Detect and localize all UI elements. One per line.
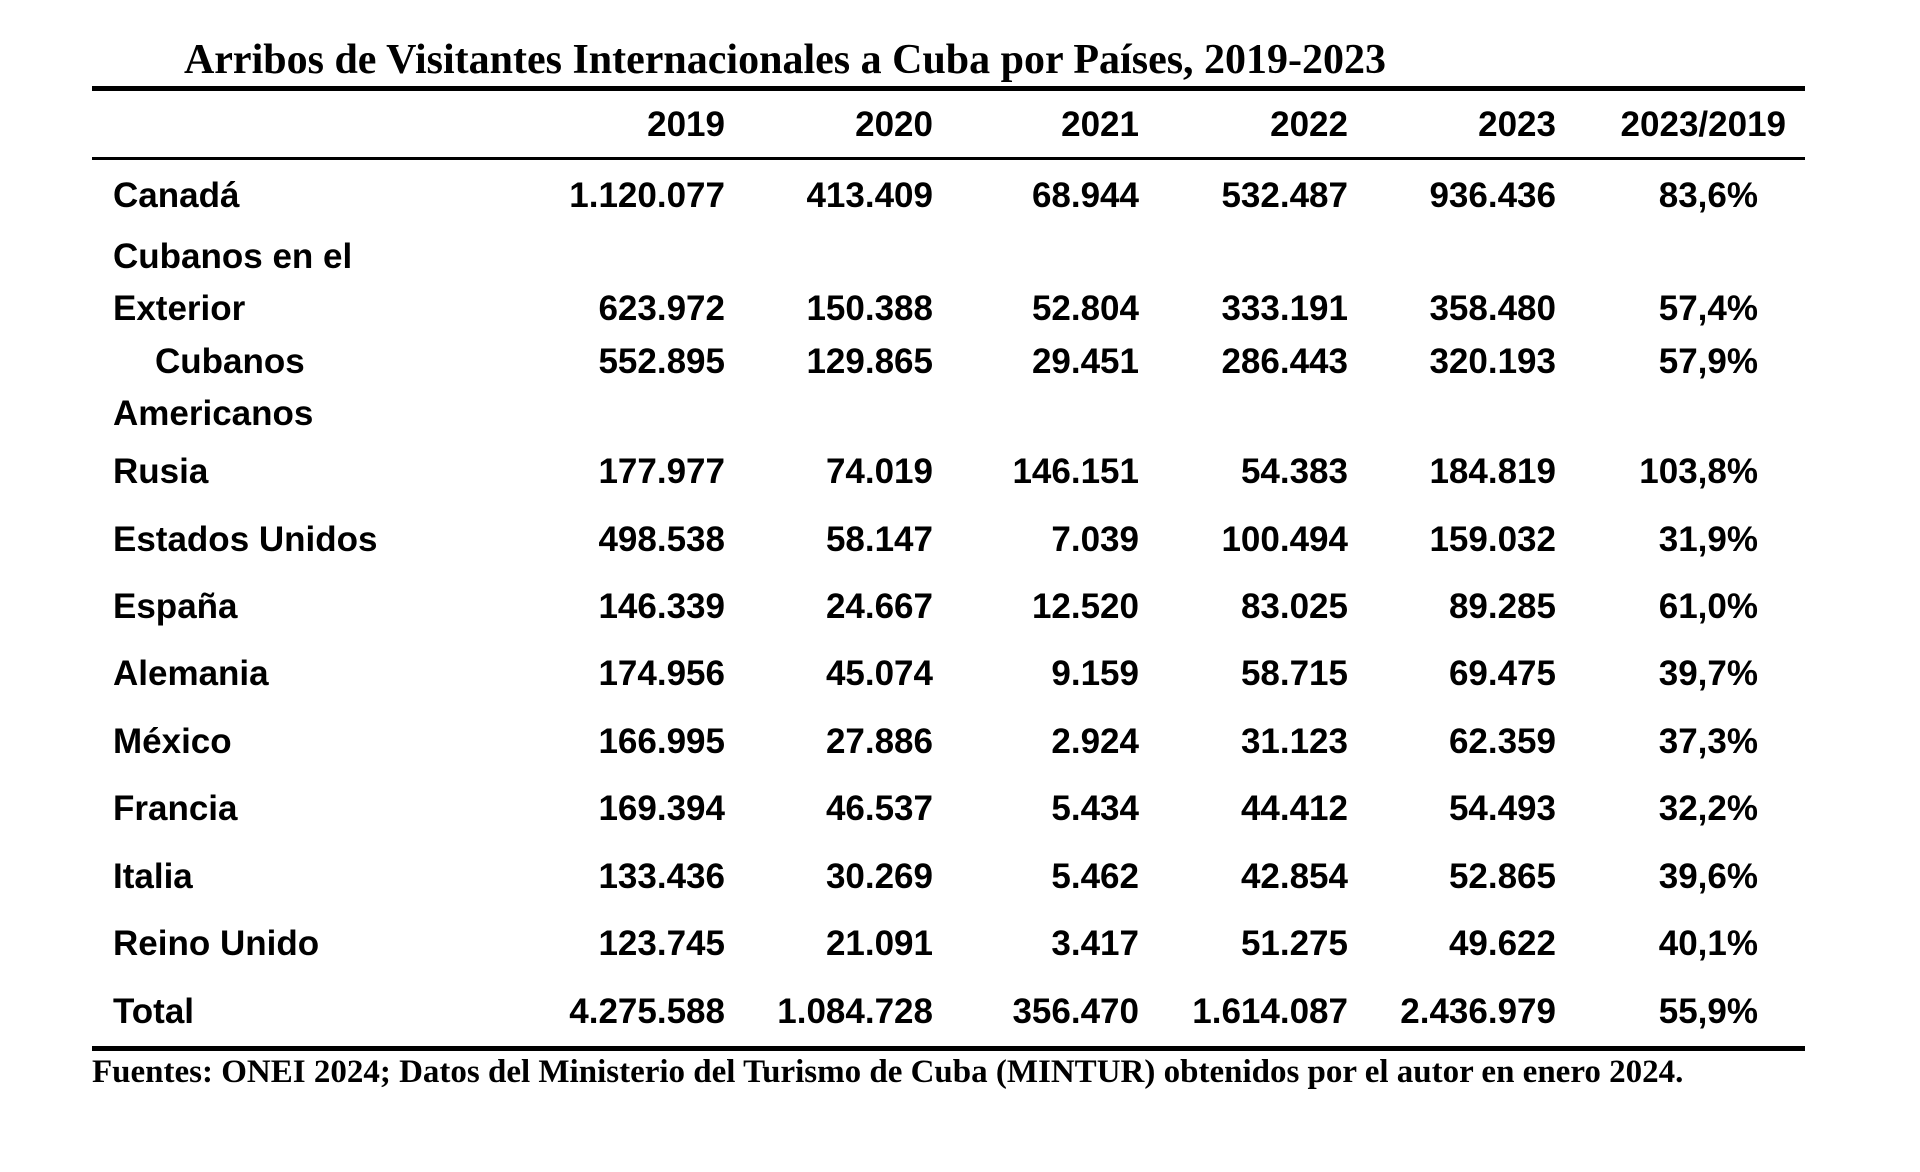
- row-label-estados-unidos: Estados Unidos: [113, 520, 378, 559]
- col-header-2023: 2023: [1478, 105, 1556, 144]
- table-cell: 21.091: [825, 924, 933, 963]
- row-label-canada: Canadá: [113, 176, 240, 215]
- table-cell: 32,2%: [1658, 789, 1758, 828]
- table-cell: 9.159: [1051, 654, 1139, 693]
- col-header-2020: 2020: [855, 105, 933, 144]
- col-header-2021: 2021: [1061, 105, 1139, 144]
- header-rule: [92, 157, 1805, 160]
- table-cell: 100.494: [1221, 520, 1348, 559]
- table-cell: 4.275.588: [569, 992, 725, 1031]
- col-header-2019: 2019: [647, 105, 725, 144]
- table-cell: 49.622: [1448, 924, 1556, 963]
- table-cell: 58.715: [1240, 654, 1348, 693]
- source-note: Fuentes: ONEI 2024; Datos del Ministerio…: [92, 1054, 1684, 1090]
- row-label-francia: Francia: [113, 789, 238, 828]
- row-label-cubanos-americanos-line2: Americanos: [113, 394, 314, 433]
- table-cell: 39,6%: [1658, 857, 1758, 896]
- row-label-italia: Italia: [113, 857, 193, 896]
- table-cell: 413.409: [806, 176, 933, 215]
- table-cell: 55,9%: [1658, 992, 1758, 1031]
- table-cell: 1.120.077: [569, 176, 725, 215]
- table-cell: 30.269: [825, 857, 933, 896]
- top-rule: [92, 86, 1805, 91]
- table-cell: 1.614.087: [1192, 992, 1348, 1031]
- table-cell: 42.854: [1240, 857, 1348, 896]
- table-cell: 146.151: [1012, 452, 1139, 491]
- table-cell: 1.084.728: [777, 992, 933, 1031]
- table-cell: 68.944: [1031, 176, 1139, 215]
- table-cell: 74.019: [825, 452, 933, 491]
- table-cell: 54.383: [1240, 452, 1348, 491]
- table-cell: 174.956: [598, 654, 725, 693]
- table-cell: 320.193: [1429, 342, 1556, 381]
- table-cell: 623.972: [598, 289, 725, 328]
- table-cell: 44.412: [1240, 789, 1348, 828]
- row-label-total: Total: [113, 992, 195, 1031]
- table-cell: 58.147: [825, 520, 933, 559]
- table-cell: 166.995: [598, 722, 725, 761]
- table-cell: 57,4%: [1658, 289, 1758, 328]
- row-label-cubanos-exterior-line1: Cubanos en el: [113, 237, 353, 276]
- row-label-cubanos-exterior-line2: Exterior: [113, 289, 246, 328]
- table-cell: 146.339: [598, 587, 725, 626]
- table-cell: 12.520: [1031, 587, 1139, 626]
- table-cell: 31,9%: [1658, 520, 1758, 559]
- table-cell: 39,7%: [1658, 654, 1758, 693]
- table-cell: 286.443: [1221, 342, 1348, 381]
- table-cell: 40,1%: [1658, 924, 1758, 963]
- table-cell: 52.804: [1031, 289, 1139, 328]
- table-title: Arribos de Visitantes Internacionales a …: [183, 37, 1387, 83]
- table-cell: 31.123: [1240, 722, 1348, 761]
- table-cell: 358.480: [1429, 289, 1556, 328]
- table-cell: 7.039: [1051, 520, 1139, 559]
- table-cell: 45.074: [825, 654, 933, 693]
- table-cell: 89.285: [1448, 587, 1556, 626]
- table-cell: 57,9%: [1658, 342, 1758, 381]
- table-cell: 159.032: [1429, 520, 1556, 559]
- table-cell: 2.436.979: [1400, 992, 1556, 1031]
- table-cell: 29.451: [1031, 342, 1139, 381]
- table-cell: 27.886: [825, 722, 933, 761]
- table-cell: 52.865: [1448, 857, 1556, 896]
- row-label-mexico: México: [113, 722, 232, 761]
- table-cell: 3.417: [1051, 924, 1139, 963]
- table-cell: 184.819: [1429, 452, 1556, 491]
- bottom-rule: [92, 1046, 1805, 1051]
- table-cell: 24.667: [825, 587, 933, 626]
- table-cell: 51.275: [1240, 924, 1348, 963]
- col-header-ratio: 2023/2019: [1620, 105, 1786, 144]
- table-cell: 103,8%: [1639, 452, 1758, 491]
- table-cell: 123.745: [598, 924, 725, 963]
- table-cell: 83.025: [1240, 587, 1348, 626]
- row-label-espana: España: [113, 587, 238, 626]
- row-label-alemania: Alemania: [113, 654, 269, 693]
- table-cell: 5.434: [1051, 789, 1139, 828]
- table-cell: 150.388: [806, 289, 933, 328]
- table-cell: 61,0%: [1658, 587, 1758, 626]
- col-header-2022: 2022: [1270, 105, 1348, 144]
- table-cell: 37,3%: [1658, 722, 1758, 761]
- table-cell: 2.924: [1051, 722, 1139, 761]
- table-cell: 62.359: [1448, 722, 1556, 761]
- table-cell: 936.436: [1429, 176, 1556, 215]
- table-cell: 46.537: [825, 789, 933, 828]
- table-cell: 498.538: [598, 520, 725, 559]
- table-cell: 169.394: [598, 789, 725, 828]
- table-cell: 133.436: [598, 857, 725, 896]
- row-label-reino-unido: Reino Unido: [113, 924, 320, 963]
- table-cell: 177.977: [598, 452, 725, 491]
- row-label-cubanos-americanos-line1: Cubanos: [155, 342, 305, 381]
- table-cell: 69.475: [1448, 654, 1556, 693]
- table-cell: 532.487: [1221, 176, 1348, 215]
- table-cell: 83,6%: [1658, 176, 1758, 215]
- table-cell: 356.470: [1012, 992, 1139, 1031]
- table-cell: 552.895: [598, 342, 725, 381]
- table-cell: 129.865: [806, 342, 933, 381]
- table-cell: 5.462: [1051, 857, 1139, 896]
- table-cell: 54.493: [1448, 789, 1556, 828]
- table-cell: 333.191: [1221, 289, 1348, 328]
- row-label-rusia: Rusia: [113, 452, 209, 491]
